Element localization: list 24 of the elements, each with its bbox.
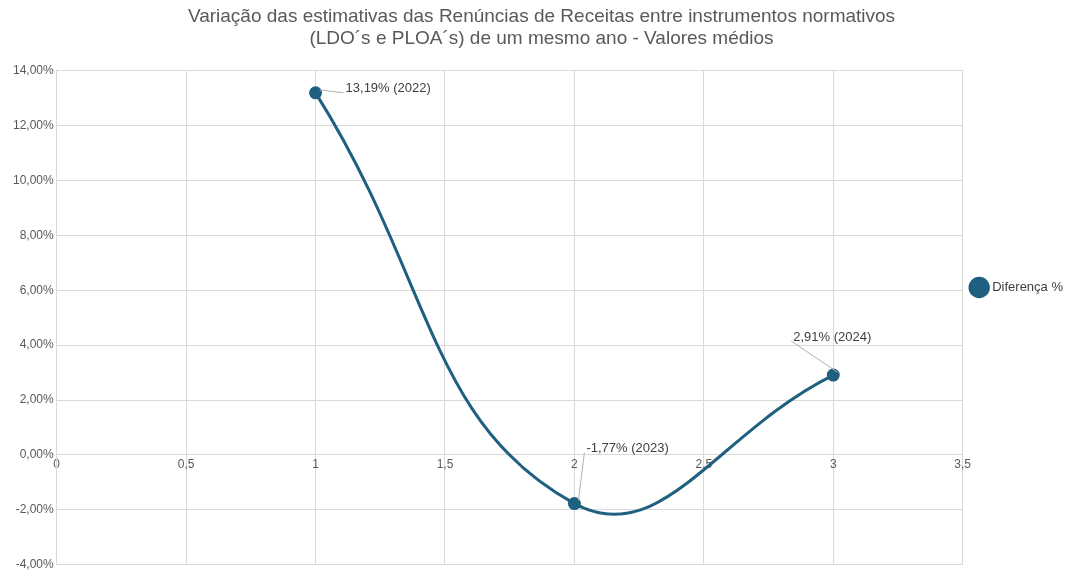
x-tick-label: 3 xyxy=(829,457,837,472)
y-tick-label: 4,00% xyxy=(19,337,55,352)
y-tick-label: 6,00% xyxy=(19,282,55,297)
x-tick-label: 1 xyxy=(312,457,320,472)
y-tick-label: 8,00% xyxy=(19,227,55,242)
x-tick-label: 1,5 xyxy=(436,457,454,472)
y-tick-label: 2,00% xyxy=(19,392,55,407)
point xyxy=(309,86,323,100)
y-tick-label: 14,00% xyxy=(13,62,55,77)
y-tick-label: 12,00% xyxy=(13,117,55,132)
chart-title: Variação das estimativas das Renúncias de Receitas entre instrumentos normativos (LDO´s e PLOA´s) de um mesmo ano - Valores médios xyxy=(187,4,896,49)
point xyxy=(567,497,581,511)
y-tick-label: -2,00% xyxy=(15,502,55,517)
y-tick-label: 0,00% xyxy=(19,447,55,462)
x-tick-label: 3,5 xyxy=(954,457,972,472)
data-label: 2,91% (2024) xyxy=(793,328,872,344)
y-tick-label: 10,00% xyxy=(13,172,55,187)
data-label: 13,19% (2022) xyxy=(345,80,431,96)
x-tick-label: 0,5 xyxy=(177,457,195,472)
y-tick-label: -4,00% xyxy=(15,557,55,572)
legend-label: Diferença % xyxy=(992,279,1064,295)
data-label: -1,77% (2023) xyxy=(586,440,669,456)
point xyxy=(826,368,840,382)
x-tick-label: 2 xyxy=(571,457,579,472)
